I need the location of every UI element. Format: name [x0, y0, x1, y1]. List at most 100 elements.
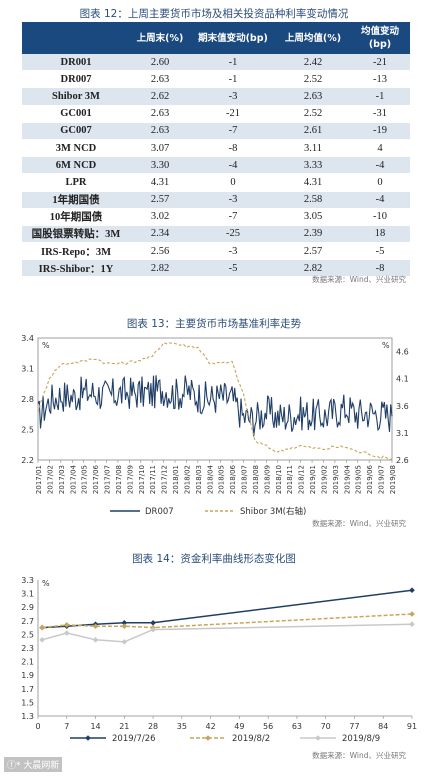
row-label: GC007 [22, 122, 130, 140]
x-tick-label: 21 [119, 722, 129, 731]
table-cell: -19 [350, 122, 410, 140]
chart13-title: 图表 13：主要货币市场基准利率走势 [126, 318, 302, 330]
table-row: DR001 2.60 -1 2.42 -21 [22, 54, 410, 72]
table-cell: 2.63 [276, 87, 350, 106]
table-cell: -4 [350, 191, 410, 209]
series-line-2 [41, 623, 413, 643]
table-cell: 4 [350, 139, 410, 158]
x-tick-label: 2017/02 [46, 465, 54, 494]
x-tick-label: 2018/11 [286, 465, 294, 494]
row-label: 3M NCD [22, 139, 130, 158]
table-cell: 2.34 [130, 225, 190, 244]
row-label: Shibor 3M [22, 87, 130, 106]
table-cell: 2.82 [276, 259, 350, 278]
table-cell: -1 [350, 87, 410, 106]
x-tick-label: 2019/07 [378, 465, 386, 494]
legend-marker-2 [315, 735, 321, 741]
table-cell: 3.07 [130, 139, 190, 158]
x-tick-label: 2017/03 [58, 465, 66, 494]
chart14-title: 图表 14：资金利率曲线形态变化图 [132, 553, 296, 565]
y-tick-label: 2.2 [21, 456, 34, 465]
x-tick-label: 2019/08 [389, 465, 397, 494]
table-cell: 2.57 [130, 191, 190, 209]
table-cell: 0 [190, 173, 276, 192]
legend-label-0: 2019/7/26 [112, 734, 156, 744]
table-cell: -25 [190, 225, 276, 244]
table-cell: -5 [350, 242, 410, 261]
table-cell: -10 [350, 208, 410, 226]
table-cell: 2.63 [130, 105, 190, 123]
legend-label-shibor: Shibor 3M(右轴) [240, 506, 306, 517]
x-tick-label: 2018/09 [263, 465, 271, 494]
table-title: 图表 12：上周主要货币市场及相关投资品种利率变动情况 [79, 8, 349, 20]
y-unit: % [42, 579, 50, 588]
row-label: IRS-Shibor：1Y [22, 259, 130, 278]
x-tick-label: 2018/10 [275, 465, 283, 494]
x-tick-label: 91 [407, 722, 417, 731]
x-tick-label: 2017/12 [161, 465, 169, 494]
series-line-1 [42, 613, 413, 629]
x-tick-label: 14 [90, 722, 100, 731]
table-cell: 2.52 [276, 70, 350, 89]
y-tick-label: 2.3 [21, 644, 34, 653]
y-tick-label: 2.7 [21, 617, 34, 626]
x-tick-label: 0 [35, 722, 40, 731]
table-cell: -21 [190, 105, 276, 123]
x-tick-label: 2017/06 [92, 464, 100, 494]
table-row: DR007 2.63 -1 2.52 -13 [22, 70, 410, 89]
plot-frame [37, 337, 393, 461]
data-point-marker [63, 630, 70, 636]
x-tick-label: 2017/04 [69, 464, 77, 494]
table-cell: 4.31 [276, 173, 350, 192]
table-cell: -13 [350, 70, 410, 89]
x-tick-label: 2018/05 [218, 465, 226, 494]
table-cell: 0 [350, 173, 410, 192]
x-tick-label: 42 [206, 722, 216, 731]
legend-label-dr007: DR007 [145, 507, 174, 517]
row-label: 1年期国债 [22, 191, 130, 209]
x-tick-label: 2019/06 [366, 464, 374, 494]
y-tick-label: 3.4 [21, 334, 34, 343]
y-tick-label: 2.5 [21, 426, 34, 435]
x-tick-label: 2017/09 [126, 465, 134, 494]
data-point-marker [92, 637, 99, 643]
chart14-svg: % 1.3 1.5 1.7 1.9 2.1 2.3 2.5 2.7 2.9 3.1 3.3 0 7 14 21… [21, 576, 417, 744]
right-unit: % [382, 341, 390, 350]
x-tick-label: 7 [64, 722, 69, 731]
y2-tick-label: 2.6 [396, 456, 409, 465]
series-line-0 [42, 589, 413, 629]
y-tick-label: 1.5 [21, 698, 34, 707]
x-tick-label: 70 [321, 722, 331, 731]
y-tick-label: 1.9 [21, 671, 34, 680]
table-cell: -31 [350, 105, 410, 123]
series-line-shibor-3m [37, 342, 393, 461]
y-tick-label: 2.8 [21, 395, 34, 404]
table-cell: -5 [190, 259, 276, 278]
y-tick-label: 1.7 [21, 685, 34, 694]
table-cell: 2.56 [130, 242, 190, 261]
data-point-marker [39, 624, 45, 631]
x-tick-label: 2017/11 [149, 465, 157, 494]
row-label: DR001 [22, 54, 130, 72]
y2-tick-label: 4.6 [396, 348, 409, 357]
table-cell: -3 [190, 242, 276, 261]
x-tick-label: 2018/08 [252, 465, 260, 494]
x-tick-label: 2017/01 [35, 465, 43, 494]
table-cell: 3.11 [276, 139, 350, 158]
x-tick-label: 2017/05 [81, 465, 89, 494]
chart14-source: 数据来源：Wind、兴业研究 [312, 751, 406, 760]
table-cell: -3 [190, 191, 276, 209]
header-cell: 上周均值(%) [276, 22, 350, 54]
legend-marker-0 [85, 735, 91, 741]
header-cell: 期末值变动(bp) [190, 22, 276, 54]
table-cell: 18 [350, 225, 410, 244]
table-cell: 2.58 [276, 191, 350, 209]
x-tick-label: 2018/03 [195, 465, 203, 494]
x-tick-label: 2019/04 [343, 464, 351, 494]
row-label: IRS-Repo：3M [22, 242, 130, 261]
table-cell: 2.63 [130, 122, 190, 140]
table-cell: 2.52 [276, 105, 350, 123]
x-tick-label: 2018/01 [172, 465, 180, 494]
row-label: 10年期国债 [22, 208, 130, 226]
x-tick-label: 84 [378, 722, 388, 731]
